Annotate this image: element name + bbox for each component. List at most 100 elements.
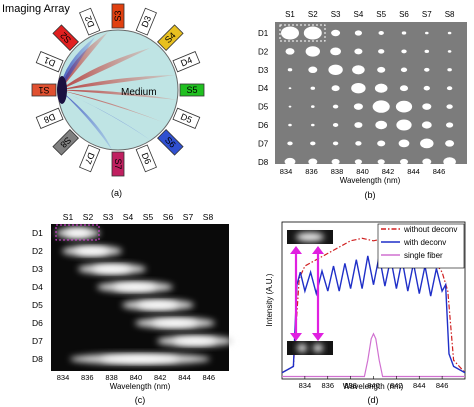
detector-probe-d4: D4	[172, 51, 201, 73]
panel-c-source-label: S6	[163, 212, 174, 222]
panel-b-tick-label: 844	[407, 167, 420, 176]
panel-b-tick-label: 836	[305, 167, 318, 176]
spot-d2-s5	[378, 49, 385, 54]
legend-label-1: without deconv	[403, 225, 457, 234]
series-line-2	[281, 255, 466, 374]
source-probe-s5: S5	[179, 83, 205, 97]
spot-d1-s5	[378, 31, 384, 35]
panel-c-source-label: S8	[203, 212, 214, 222]
spot-d3-s8	[447, 68, 452, 72]
source-body	[157, 129, 184, 156]
band-core-d3	[93, 265, 131, 273]
spot-d6-s2	[311, 123, 315, 127]
panel-c-spectral-image: S1 S2 S3 S4 S5 S6 S7 S8 D1 D2 D3 D4 D5 D6 D7 D8 834 836 83…	[32, 212, 233, 405]
spot-d5-s4	[353, 103, 363, 110]
band-core-d4	[114, 283, 156, 291]
spot-d5-s8	[446, 104, 453, 109]
detector-body	[79, 7, 101, 36]
panel-d-ticks: 834 836 838 840 842 844 846	[299, 376, 449, 390]
detector-probe-d2: D2	[79, 7, 101, 36]
spot-d6-s5	[375, 120, 388, 130]
panel-b-caption: (b)	[365, 190, 376, 200]
panel-c-caption: (c)	[135, 395, 146, 405]
detector-probe-d1: D1	[35, 51, 64, 73]
spot-d7-s3	[332, 141, 339, 146]
spot-d4-s8	[446, 86, 453, 91]
spot-d6-s3	[332, 123, 339, 127]
x-tick-label: 844	[413, 381, 426, 390]
panel-b-detector-label: D1	[258, 29, 269, 38]
panel-c-tick-label: 846	[203, 373, 216, 382]
spot-d4-s7	[423, 85, 430, 91]
spot-d8-s5	[377, 159, 385, 165]
panel-c-tick-label: 840	[130, 373, 143, 382]
panel-d-spectrum-chart: 834 836 838 840 842 844 846 Intensity (A.U.) W…	[265, 221, 466, 405]
panel-b-source-label: S3	[331, 10, 341, 19]
panel-c-labels: S1 S2 S3 S4 S5 S6 S7 S8 D1 D2 D3 D4 D5 D6 D7 D8 834 836 83…	[32, 212, 215, 382]
spot-d7-s6	[398, 139, 410, 148]
panel-c-source-label: S7	[183, 212, 194, 222]
x-tick-label: 846	[436, 381, 449, 390]
panel-c-source-label: S2	[83, 212, 94, 222]
probe-label: D4	[179, 55, 193, 69]
spot-d7-s4	[355, 141, 362, 146]
legend-box	[377, 223, 465, 269]
panel-a-title: Imaging Array	[2, 3, 70, 15]
detector-body	[35, 51, 64, 73]
panel-c-detector-label: D4	[32, 282, 43, 292]
legend-label-3: single fiber	[404, 251, 443, 260]
panel-c-detector-label: D2	[32, 246, 43, 256]
source-probe-s3: S3	[111, 3, 125, 29]
source-body	[111, 3, 125, 29]
panel-c-detector-label: D7	[32, 336, 43, 346]
panel-b-source-label: S2	[308, 10, 318, 19]
spot-d6-s8	[446, 122, 454, 128]
spot-d3-s2	[308, 66, 318, 74]
probe-label: S1	[38, 85, 49, 95]
spot-d8-s6	[399, 158, 409, 165]
spot-d7-s7	[420, 138, 434, 149]
spot-d8-s1	[284, 157, 296, 166]
panel-c-tick-label: 838	[105, 373, 118, 382]
spot-d3-s4	[352, 65, 365, 75]
series-line-3	[282, 332, 465, 378]
spot-d2-s6	[401, 49, 407, 54]
spot-d3-s3	[328, 64, 343, 76]
panel-c-source-label: S5	[143, 212, 154, 222]
panel-b-tick-label: 846	[433, 167, 446, 176]
panel-b-highlight-box	[279, 24, 326, 42]
spot-d6-s4	[354, 122, 363, 128]
probe-label: D7	[83, 151, 97, 165]
spot-d1-s6	[401, 31, 407, 35]
band-core-d7	[174, 337, 216, 345]
panel-d-xlabel: Wavelength (nm)	[343, 382, 404, 391]
panel-b-spots	[281, 26, 456, 167]
spot-d1-s1	[281, 26, 299, 40]
spot-d4-s4	[351, 83, 366, 94]
spot-d5-s1	[288, 105, 292, 108]
panel-c-highlight-box	[55, 224, 100, 241]
x-tick-label: 840	[367, 381, 380, 390]
panel-b-detector-label: D6	[258, 121, 269, 130]
panel-a-caption: (a)	[111, 188, 122, 198]
inset-image-bottom	[287, 341, 333, 355]
band-core-d8	[101, 355, 179, 363]
x-tick-label: 842	[390, 381, 403, 390]
panel-a-imaging-array: Imaging Array Medium S1 D1 S2 D2 S3 D3 S4 D4 S5 D…	[2, 3, 205, 198]
panel-b-source-label: S8	[445, 10, 455, 19]
panel-c-tick-label: 844	[178, 373, 191, 382]
panel-c-source-label: S4	[123, 212, 134, 222]
source-body	[52, 24, 79, 51]
spot-d7-s8	[445, 140, 455, 147]
source-probe-s7: S7	[111, 151, 125, 177]
panel-b-spot-matrix: S1 S2 S3 S4 S5 S6 S7 S8 D1 D2 D3 D4 D5 D6 D7 D8 834 836 83…	[258, 10, 467, 200]
spot-d4-s5	[374, 83, 388, 93]
panel-c-xlabel: Wavelength (nm)	[110, 382, 171, 391]
panel-b-detector-label: D7	[258, 139, 269, 148]
spot-d5-s3	[332, 104, 339, 109]
spot-d3-s5	[377, 66, 386, 73]
spot-d7-s5	[377, 140, 386, 147]
panel-b-source-label: S7	[422, 10, 432, 19]
spot-d7-s2	[310, 141, 316, 146]
